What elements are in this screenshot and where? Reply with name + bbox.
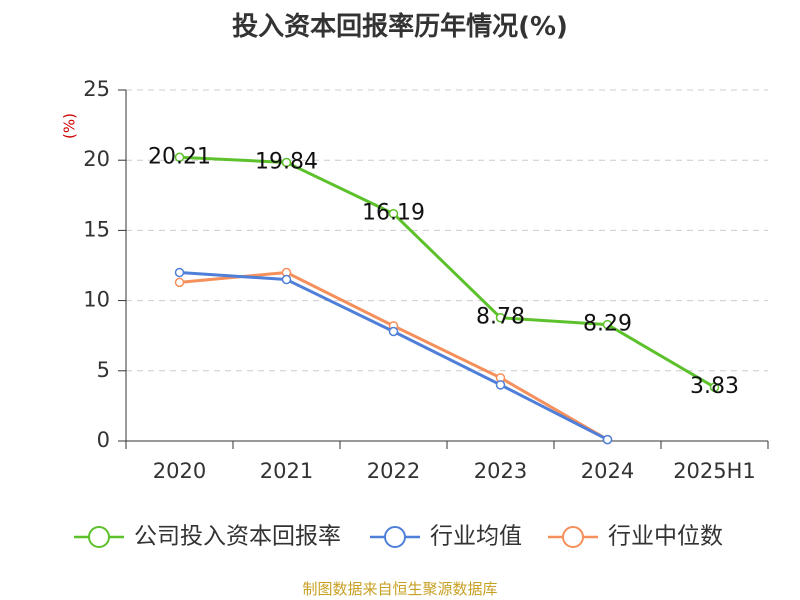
data-point — [602, 319, 613, 330]
data-point — [388, 326, 399, 337]
x-axis: 2020 2021 2022 2023 2024 2025H1 — [125, 440, 769, 483]
data-label: 20.21 — [148, 144, 211, 169]
y-axis-label: (%) — [61, 113, 79, 139]
data-point — [174, 277, 185, 288]
data-point — [281, 157, 292, 168]
series-line — [179, 271, 609, 441]
legend: 公司投入资本回报率 行业均值 行业中位数 — [74, 524, 723, 550]
data-point — [495, 312, 506, 323]
data-point — [281, 274, 292, 285]
x-tick-label: 2024 — [581, 459, 634, 483]
x-tick-label: 2020 — [153, 459, 206, 483]
x-tick-label: 2023 — [474, 459, 527, 483]
data-point — [602, 434, 613, 445]
data-point — [495, 380, 506, 390]
data-point — [174, 152, 185, 163]
x-tick-label: 2022 — [367, 459, 420, 483]
y-tick-label: 0 — [97, 428, 110, 452]
data-point — [174, 267, 185, 278]
data-label: 8.29 — [583, 312, 632, 337]
legend-label: 行业中位数 — [608, 524, 723, 550]
legend-label: 行业均值 — [430, 524, 522, 550]
legend-label: 公司投入资本回报率 — [134, 524, 341, 550]
series-lines — [174, 152, 720, 445]
data-label: 16.19 — [362, 201, 425, 226]
y-tick-label: 10 — [83, 288, 110, 312]
source-note: 制图数据来自恒生聚源数据库 — [302, 580, 498, 598]
data-label: 19.84 — [255, 149, 318, 174]
data-point — [388, 208, 399, 219]
y-tick-label: 5 — [97, 358, 110, 382]
legend-marker — [88, 526, 110, 548]
y-tick-label: 15 — [83, 217, 110, 241]
chart-title: 投入资本回报率历年情况(%) — [232, 12, 568, 42]
series-line — [179, 155, 716, 389]
x-tick-label: 2025H1 — [673, 459, 756, 483]
data-labels: 20.21 19.84 16.19 8.78 8.29 3.83 — [148, 144, 739, 399]
y-axis: 0 5 10 15 20 25 — [83, 77, 127, 452]
legend-marker — [384, 526, 406, 548]
data-label: 3.83 — [690, 374, 739, 399]
y-tick-label: 25 — [83, 77, 110, 101]
series-line — [179, 271, 609, 441]
x-tick-label: 2021 — [260, 459, 313, 483]
y-tick-label: 20 — [83, 147, 110, 171]
data-point — [709, 382, 720, 392]
grid-lines — [126, 89, 768, 372]
legend-marker — [562, 526, 584, 548]
data-label: 8.78 — [476, 305, 525, 330]
